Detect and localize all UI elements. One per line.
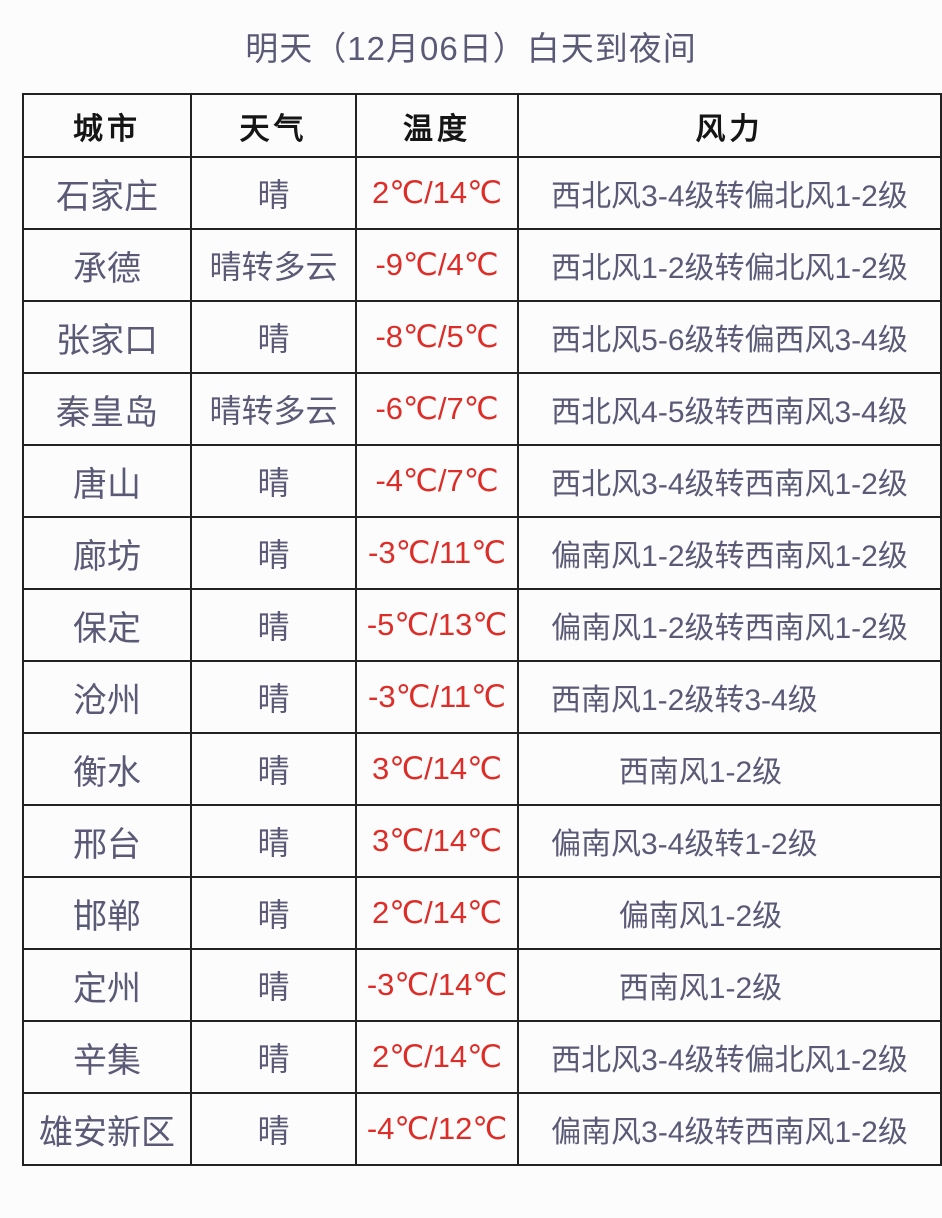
city-cell: 衡水 xyxy=(22,732,192,806)
wind-cell: 西北风1-2级转偏北风1-2级 xyxy=(517,228,942,302)
table-row: 定州晴 -3℃/14℃ 西南风1-2级 xyxy=(22,948,942,1022)
table-row: 邯郸晴 2℃/14℃ 偏南风1-2级 xyxy=(22,876,942,950)
table-row: 秦皇岛 晴转多云 -6℃/7℃ 西北风4-5级转西南风3-4级 xyxy=(22,372,942,446)
weather-cell: 晴 xyxy=(190,732,357,806)
city-cell: 沧州 xyxy=(22,660,192,734)
city-cell: 雄安新区 xyxy=(22,1092,192,1166)
wind-cell: 西南风1-2级 xyxy=(517,948,942,1022)
weather-cell: 晴 xyxy=(190,444,357,518)
header-row: 城市 天气 温度 风力 xyxy=(22,93,942,158)
table-row: 雄安新区晴 -4℃/12℃ 偏南风3-4级转西南风1-2级 xyxy=(22,1092,942,1166)
weather-cell: 晴 xyxy=(190,660,357,734)
city-cell: 石家庄 xyxy=(22,156,192,230)
city-cell: 保定 xyxy=(22,588,192,662)
weather-table: 城市 天气 温度 风力 石家庄晴 2℃/14℃ 西北风3-4级转偏北风1-2级 承德晴… xyxy=(22,93,942,1166)
weather-cell: 晴 xyxy=(190,1092,357,1166)
city-cell: 邢台 xyxy=(22,804,192,878)
temperature-cell: -5℃/13℃ xyxy=(355,588,519,662)
page-title: 明天（12月06日）白天到夜间 xyxy=(245,30,697,67)
table-row: 廊坊晴 -3℃/11℃ 偏南风1-2级转西南风1-2级 xyxy=(22,516,942,590)
temperature-cell: -4℃/12℃ xyxy=(355,1092,519,1166)
city-cell: 张家口 xyxy=(22,300,192,374)
temperature-cell: 2℃/14℃ xyxy=(355,156,519,230)
temperature-cell: -8℃/5℃ xyxy=(355,300,519,374)
city-cell: 唐山 xyxy=(22,444,192,518)
weather-cell: 晴 xyxy=(190,1020,357,1094)
weather-cell: 晴转多云 xyxy=(190,372,357,446)
table-header: 城市 天气 温度 风力 xyxy=(22,93,942,158)
weather-cell: 晴 xyxy=(190,804,357,878)
wind-cell: 西北风3-4级转西南风1-2级 xyxy=(517,444,942,518)
wind-cell: 偏南风1-2级 xyxy=(517,876,942,950)
weather-cell: 晴 xyxy=(190,516,357,590)
wind-cell: 偏南风3-4级转1-2级 xyxy=(517,804,942,878)
wind-cell: 偏南风1-2级转西南风1-2级 xyxy=(517,588,942,662)
temperature-cell: -6℃/7℃ xyxy=(355,372,519,446)
table-row: 邢台晴 3℃/14℃ 偏南风3-4级转1-2级 xyxy=(22,804,942,878)
city-cell: 邯郸 xyxy=(22,876,192,950)
temperature-cell: 2℃/14℃ xyxy=(355,1020,519,1094)
city-cell: 承德 xyxy=(22,228,192,302)
temperature-cell: 2℃/14℃ xyxy=(355,876,519,950)
temperature-cell: 3℃/14℃ xyxy=(355,804,519,878)
table-row: 辛集晴 2℃/14℃ 西北风3-4级转偏北风1-2级 xyxy=(22,1020,942,1094)
wind-cell: 偏南风3-4级转西南风1-2级 xyxy=(517,1092,942,1166)
column-header-wind: 风力 xyxy=(517,93,942,158)
wind-cell: 西北风4-5级转西南风3-4级 xyxy=(517,372,942,446)
table-row: 沧州晴 -3℃/11℃ 西南风1-2级转3-4级 xyxy=(22,660,942,734)
city-cell: 辛集 xyxy=(22,1020,192,1094)
weather-cell: 晴 xyxy=(190,876,357,950)
city-cell: 定州 xyxy=(22,948,192,1022)
column-header-temperature: 温度 xyxy=(355,93,519,158)
wind-cell: 偏南风1-2级转西南风1-2级 xyxy=(517,516,942,590)
wind-cell: 西南风1-2级 xyxy=(517,732,942,806)
city-cell: 廊坊 xyxy=(22,516,192,590)
city-cell: 秦皇岛 xyxy=(22,372,192,446)
weather-cell: 晴 xyxy=(190,300,357,374)
table-row: 石家庄晴 2℃/14℃ 西北风3-4级转偏北风1-2级 xyxy=(22,156,942,230)
weather-cell: 晴转多云 xyxy=(190,228,357,302)
table-row: 承德 晴转多云 -9℃/4℃ 西北风1-2级转偏北风1-2级 xyxy=(22,228,942,302)
temperature-cell: -9℃/4℃ xyxy=(355,228,519,302)
temperature-cell: -3℃/11℃ xyxy=(355,516,519,590)
weather-cell: 晴 xyxy=(190,588,357,662)
wind-cell: 西南风1-2级转3-4级 xyxy=(517,660,942,734)
column-header-city: 城市 xyxy=(22,93,192,158)
column-header-weather: 天气 xyxy=(190,93,357,158)
table-row: 唐山晴 -4℃/7℃ 西北风3-4级转西南风1-2级 xyxy=(22,444,942,518)
wind-cell: 西北风3-4级转偏北风1-2级 xyxy=(517,156,942,230)
table-body: 石家庄晴 2℃/14℃ 西北风3-4级转偏北风1-2级 承德 晴转多云 -9℃/4℃ 西北风… xyxy=(22,156,942,1166)
temperature-cell: -3℃/11℃ xyxy=(355,660,519,734)
wind-cell: 西北风3-4级转偏北风1-2级 xyxy=(517,1020,942,1094)
temperature-cell: -4℃/7℃ xyxy=(355,444,519,518)
table-row: 张家口晴 -8℃/5℃ 西北风5-6级转偏西风3-4级 xyxy=(22,300,942,374)
weather-cell: 晴 xyxy=(190,156,357,230)
wind-cell: 西北风5-6级转偏西风3-4级 xyxy=(517,300,942,374)
temperature-cell: 3℃/14℃ xyxy=(355,732,519,806)
table-row: 衡水晴 3℃/14℃ 西南风1-2级 xyxy=(22,732,942,806)
table-row: 保定晴 -5℃/13℃ 偏南风1-2级转西南风1-2级 xyxy=(22,588,942,662)
weather-cell: 晴 xyxy=(190,948,357,1022)
temperature-cell: -3℃/14℃ xyxy=(355,948,519,1022)
